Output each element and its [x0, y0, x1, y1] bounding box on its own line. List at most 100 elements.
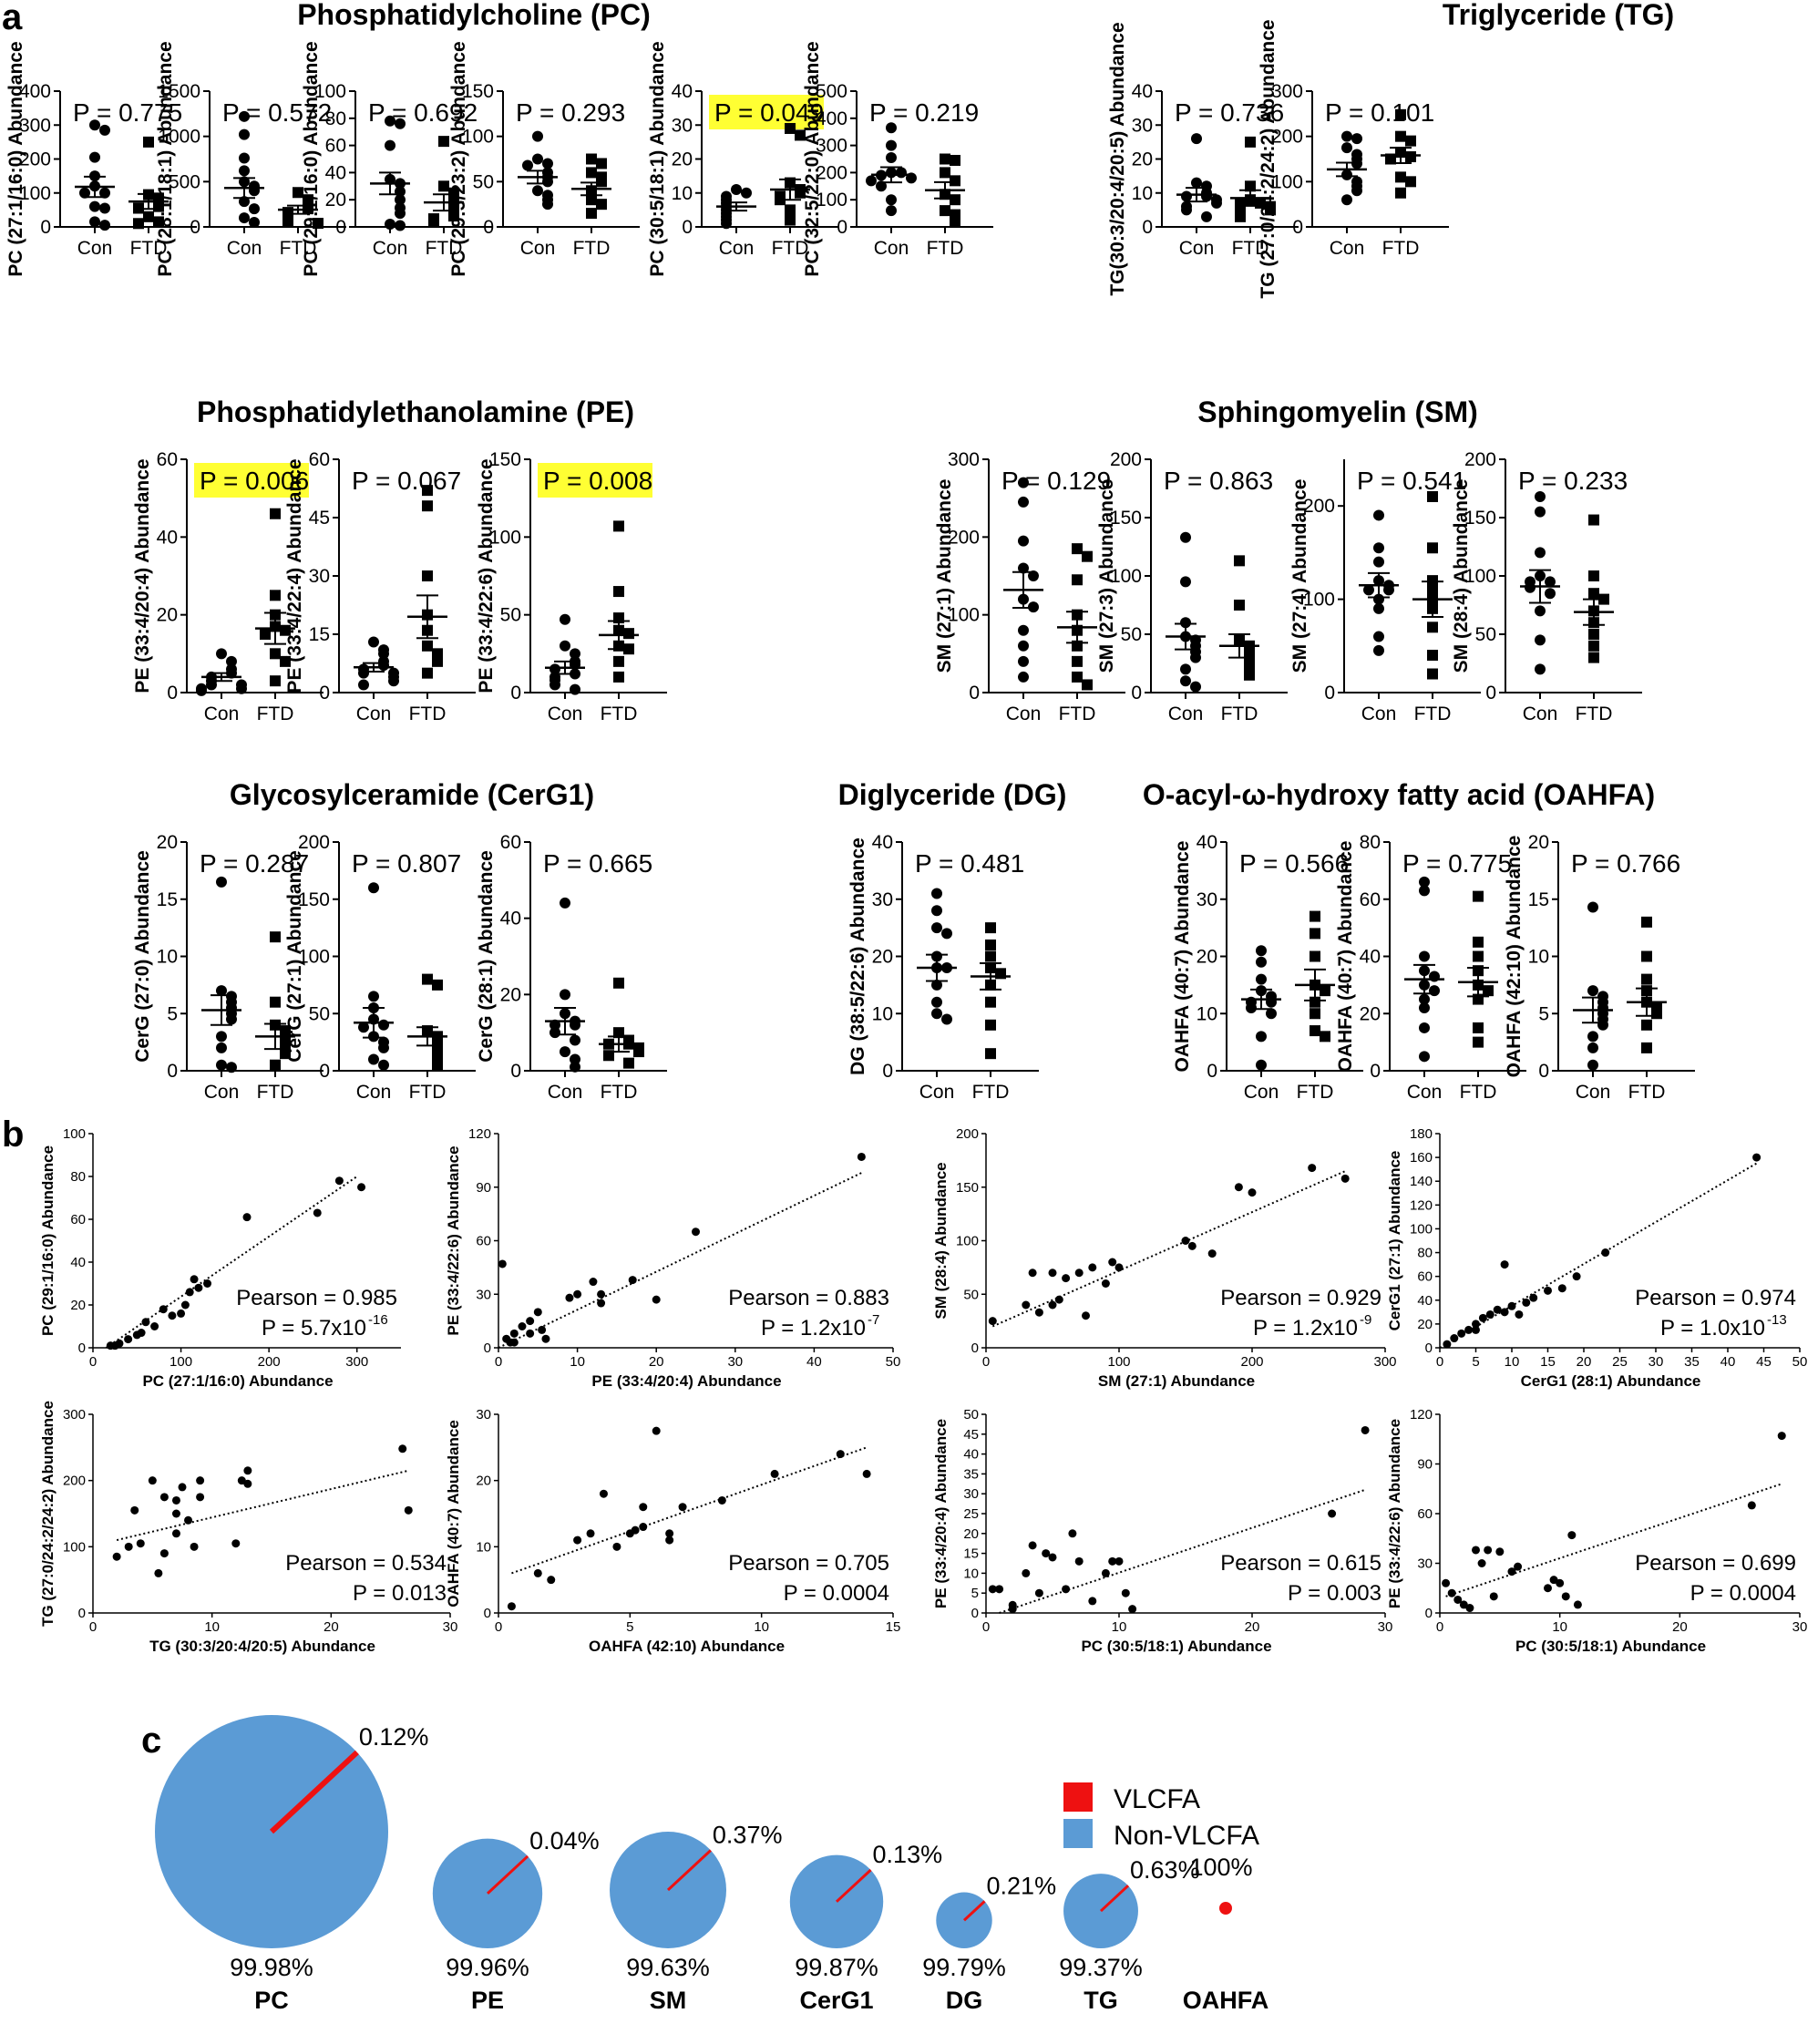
data-point	[237, 1476, 246, 1485]
p-value-text: P = 0.566	[1239, 849, 1349, 878]
scatter-plot-4: 0 5 10 15 20 25 30 35 40 45 50 0 20 40 60 80 100 120 140 16…	[1386, 1126, 1807, 1390]
scatter-plot-1: 0 100 200 300 0 20 40 60 80 100 PC (27:1/16:0) Abu…	[39, 1126, 401, 1390]
data-point-con	[1018, 562, 1029, 574]
data-point	[538, 1325, 547, 1334]
data-point	[196, 1476, 205, 1485]
data-point-ftd	[950, 194, 960, 206]
data-point-con	[1587, 1059, 1598, 1071]
y-tick-label: 60	[157, 449, 178, 470]
y-axis-label: OAHFA (42:10) Abundance	[1504, 836, 1525, 1078]
data-point-con	[239, 152, 250, 164]
x-tick-label-con: Con	[520, 238, 556, 259]
dotplot-12: 0 100 200 300 SM (27:1) Abundance Con FTD P = 0…	[934, 449, 1125, 724]
y-tick-label: 200	[956, 1126, 979, 1142]
y-tick-label: 10	[672, 183, 693, 204]
y-tick-label: 15	[1528, 889, 1549, 910]
y-tick-label: 20	[1360, 1003, 1381, 1024]
trend-line	[498, 1172, 862, 1349]
y-axis-label: TG (27:0/24:2/24:2) Abundance	[39, 1401, 56, 1627]
y-tick-label: 40	[1417, 1293, 1433, 1309]
x-axis-label: PC (27:1/16:0) Abundance	[142, 1372, 333, 1390]
data-point	[631, 1525, 640, 1535]
data-point-con	[1190, 681, 1201, 693]
y-tick-label: 100	[1303, 590, 1335, 611]
data-point-ftd	[613, 1027, 624, 1039]
data-point	[1114, 1263, 1124, 1272]
y-tick-label: 0	[510, 683, 521, 704]
data-point	[1484, 1546, 1493, 1555]
x-tick-label: 0	[982, 1619, 990, 1635]
data-point-ftd	[282, 216, 293, 228]
data-point-ftd	[785, 122, 796, 134]
y-tick-label: 30	[476, 1287, 491, 1302]
data-point-ftd	[1310, 1008, 1320, 1020]
data-point	[1062, 1585, 1071, 1594]
x-tick-label-ftd: FTD	[1576, 704, 1613, 724]
y-axis-label: PE (33:4/22:6) Abundance	[476, 458, 497, 693]
data-point-con	[570, 1053, 580, 1065]
data-point-con	[1191, 177, 1202, 189]
title-pc: Phosphatidylcholine (PC)	[297, 0, 651, 31]
y-tick-label: 20	[157, 605, 178, 626]
data-point	[1034, 1588, 1043, 1597]
data-point-con	[1373, 602, 1384, 614]
data-point-con	[378, 1042, 389, 1053]
data-point-ftd	[1427, 650, 1438, 662]
y-tick-label: 60	[1360, 889, 1381, 910]
data-point	[243, 1466, 252, 1475]
scatter-plot-6: 0 5 10 15 0 10 20 30 OAHFA (42:10) Abundance OAHF…	[445, 1407, 900, 1655]
y-tick-label: 0	[335, 217, 346, 238]
data-point-con	[378, 1059, 389, 1071]
p-value-text: P = 1.2x10	[761, 1316, 866, 1340]
data-point	[597, 1299, 606, 1308]
p-value-text: P = 0.233	[1518, 467, 1628, 495]
data-point-con	[1181, 204, 1192, 216]
bubble-pc: 0.12% 99.98% PC	[155, 1715, 428, 2014]
data-point-con	[560, 640, 570, 652]
pearson-text: Pearson = 0.615	[1220, 1551, 1381, 1576]
data-point-con	[542, 176, 553, 188]
data-point	[1500, 1260, 1509, 1269]
y-tick-label: 10	[157, 947, 178, 968]
y-tick-label: 80	[1360, 832, 1381, 853]
x-axis-label: PC (30:5/18:1) Abundance	[1081, 1638, 1271, 1655]
data-point	[1507, 1301, 1516, 1310]
data-point-con	[1341, 194, 1352, 206]
data-point-con	[239, 212, 250, 224]
data-point-con	[1419, 1022, 1430, 1033]
data-point-ftd	[613, 977, 624, 989]
y-tick-label: 500	[169, 171, 200, 192]
data-point-con	[1535, 506, 1546, 518]
data-point-ftd	[1082, 550, 1093, 562]
y-tick-label: 200	[19, 149, 51, 170]
data-point	[1340, 1174, 1350, 1183]
y-tick-label: 40	[157, 527, 178, 548]
pearson-text: Pearson = 0.985	[236, 1286, 397, 1310]
x-tick-label-con: Con	[1168, 704, 1204, 724]
data-point-con	[1180, 675, 1191, 687]
data-point-con	[1535, 663, 1546, 675]
x-tick-label-con: Con	[1361, 704, 1397, 724]
data-point	[168, 1311, 177, 1320]
y-tick-label: 0	[484, 1340, 491, 1356]
data-point-con	[226, 1062, 237, 1073]
y-tick-label: 0	[483, 217, 494, 238]
pearson-text: Pearson = 0.534	[285, 1551, 447, 1576]
data-point	[1477, 1559, 1486, 1567]
data-point-con	[1018, 640, 1029, 652]
y-tick-label: 0	[1538, 1061, 1549, 1082]
bubble-label: PC	[254, 1987, 289, 2014]
data-point	[857, 1152, 866, 1161]
x-tick-label-con: Con	[548, 704, 583, 724]
data-point-con	[1535, 547, 1546, 559]
y-tick-label: 300	[63, 1407, 86, 1423]
data-point	[1028, 1269, 1037, 1278]
data-point	[1121, 1588, 1130, 1597]
y-tick-label: 0	[969, 683, 980, 704]
data-point-con	[550, 663, 560, 675]
data-point-ftd	[1473, 1036, 1484, 1048]
y-tick-label: 120	[1410, 1407, 1433, 1423]
